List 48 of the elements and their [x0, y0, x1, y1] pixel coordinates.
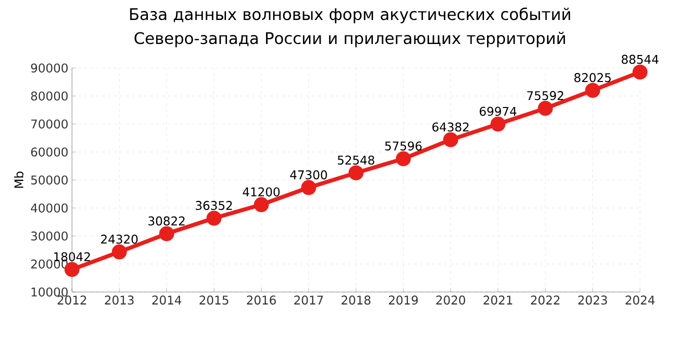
- chart-title: База данных волновых форм акустических событий Северо-запада России и прилегающих территорий: [130, 8, 570, 48]
- y-tick-label: 80000: [31, 91, 68, 101]
- data-label: 57596: [385, 141, 422, 151]
- x-tick-label: 2013: [104, 296, 134, 305]
- y-tick-label: 40000: [30, 203, 68, 213]
- x-tick-label: 2017: [294, 296, 323, 305]
- point: [585, 82, 600, 98]
- x-tick-label: 2018: [342, 296, 370, 305]
- x-tick-label: 2014: [152, 296, 182, 305]
- point: [490, 116, 506, 132]
- point: [538, 100, 553, 116]
- point: [112, 244, 127, 260]
- x-tick-label: 2024: [626, 296, 655, 305]
- point: [348, 165, 364, 180]
- data-label: 30822: [148, 216, 185, 226]
- y-tick-label: 30000: [31, 231, 68, 241]
- x-tick-label: 2012: [58, 296, 86, 305]
- x-tick-label: 2021: [484, 296, 512, 305]
- x-tick-label: 2023: [578, 296, 607, 305]
- x-tick-label: 2020: [436, 296, 466, 305]
- x-tick-label: 2016: [246, 296, 276, 305]
- y-tick-label: 70000: [31, 119, 68, 129]
- y-tick-label: 60000: [31, 147, 68, 157]
- x-tick-label: 2022: [530, 296, 560, 305]
- point: [632, 64, 648, 80]
- data-label: 69974: [480, 106, 516, 116]
- y-tick-label: 90000: [31, 63, 68, 73]
- point: [396, 151, 411, 166]
- x-tick-label: 2019: [388, 296, 418, 305]
- y-tick-label: 50000: [31, 175, 68, 185]
- data-label: 36352: [196, 200, 232, 210]
- data-label: 24320: [101, 234, 138, 244]
- y-tick-label: 10000: [32, 287, 68, 297]
- y-axis-title: Mb: [14, 172, 24, 188]
- data-label: 88544: [622, 54, 658, 64]
- data-label: 47300: [290, 170, 327, 180]
- data-label: 75592: [527, 91, 564, 100]
- data-label: 82025: [574, 73, 611, 82]
- point: [443, 132, 458, 148]
- point: [254, 197, 269, 212]
- data-label: 64382: [432, 122, 469, 132]
- data-label: 52548: [338, 156, 374, 165]
- point: [206, 210, 222, 226]
- data-label: 41200: [242, 187, 280, 196]
- x-tick-label: 2015: [200, 296, 228, 305]
- data-label: 18042: [54, 252, 90, 262]
- point: [159, 226, 174, 242]
- point: [301, 180, 316, 196]
